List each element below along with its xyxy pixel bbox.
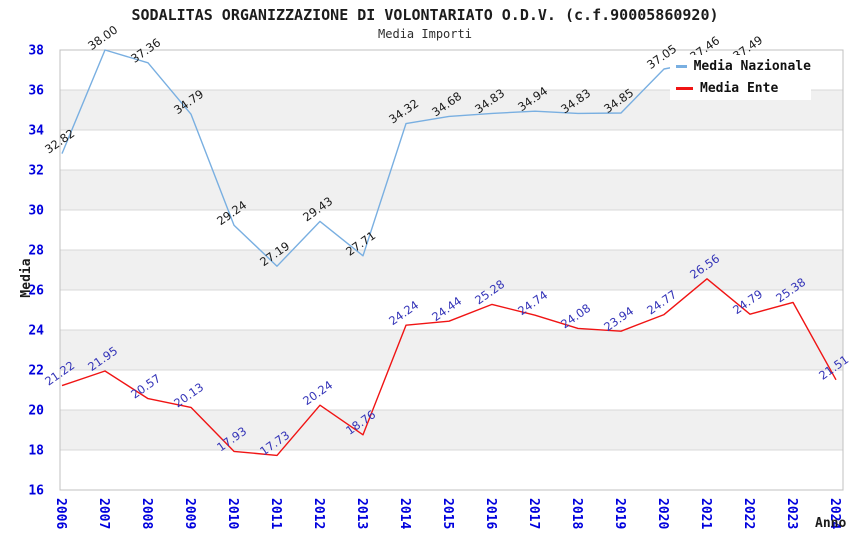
legend: Media Nazionale Media Ente: [670, 55, 811, 100]
svg-text:37.36: 37.36: [128, 35, 163, 65]
svg-text:18: 18: [28, 444, 44, 459]
legend-label-ente: Media Ente: [700, 81, 779, 96]
svg-text:2024: 2024: [827, 498, 842, 529]
svg-text:22: 22: [28, 364, 44, 379]
svg-text:2014: 2014: [397, 498, 412, 529]
svg-text:2008: 2008: [139, 498, 154, 529]
series-line-media-ente: [61, 278, 837, 457]
x-axis-title: Anno: [815, 516, 846, 531]
svg-text:2007: 2007: [96, 498, 111, 529]
legend-item-media-ente: Media Ente: [676, 81, 811, 96]
legend-label-nazionale: Media Nazionale: [693, 59, 811, 74]
y-axis-tick-labels: 16 18 20 22 24 26 28 30 32 34 36 38: [28, 44, 44, 499]
svg-text:32: 32: [28, 164, 44, 179]
svg-text:2010: 2010: [225, 498, 240, 529]
svg-text:34: 34: [28, 124, 44, 139]
series-line-media-nazionale: [61, 49, 751, 267]
x-axis-tick-labels: 2006 2007 2008 2009 2010 2011 2012 2013 2014 2015…: [53, 498, 842, 529]
svg-text:2016: 2016: [483, 498, 498, 529]
svg-text:24.77: 24.77: [644, 287, 679, 317]
legend-item-media-nazionale: Media Nazionale: [676, 59, 811, 74]
svg-text:2021: 2021: [698, 498, 713, 529]
chart-title: SODALITAS ORGANIZZAZIONE DI VOLONTARIATO…: [131, 6, 719, 24]
svg-text:38: 38: [28, 44, 44, 59]
svg-text:16: 16: [28, 484, 44, 499]
svg-text:20: 20: [28, 404, 44, 419]
svg-text:2019: 2019: [612, 498, 627, 529]
plot-border: [59, 49, 844, 491]
svg-text:2018: 2018: [569, 498, 584, 529]
svg-text:28: 28: [28, 244, 44, 259]
svg-text:2017: 2017: [526, 498, 541, 529]
svg-text:2022: 2022: [741, 498, 756, 529]
svg-text:24.74: 24.74: [515, 288, 550, 318]
svg-text:20.13: 20.13: [171, 380, 206, 410]
y-axis-title: Media: [19, 258, 34, 297]
svg-text:2011: 2011: [268, 498, 283, 529]
svg-text:36: 36: [28, 84, 44, 99]
svg-text:2013: 2013: [354, 498, 369, 529]
svg-text:2012: 2012: [311, 498, 326, 529]
svg-text:30: 30: [28, 204, 44, 219]
svg-text:26: 26: [28, 284, 44, 299]
svg-text:2023: 2023: [784, 498, 799, 529]
legend-line-swatch-ente: [676, 87, 693, 90]
svg-text:2006: 2006: [53, 498, 68, 529]
svg-text:24.08: 24.08: [558, 301, 593, 331]
chart-subtitle: Media Importi: [378, 27, 472, 41]
svg-text:24.44: 24.44: [429, 294, 464, 324]
svg-text:38.00: 38.00: [85, 23, 120, 53]
svg-text:2020: 2020: [655, 498, 670, 529]
svg-text:2015: 2015: [440, 498, 455, 529]
svg-text:24.24: 24.24: [386, 298, 421, 328]
svg-text:24: 24: [28, 324, 44, 339]
legend-line-swatch-nazionale: [676, 65, 687, 68]
svg-text:20.24: 20.24: [300, 378, 335, 408]
svg-text:2009: 2009: [182, 498, 197, 529]
